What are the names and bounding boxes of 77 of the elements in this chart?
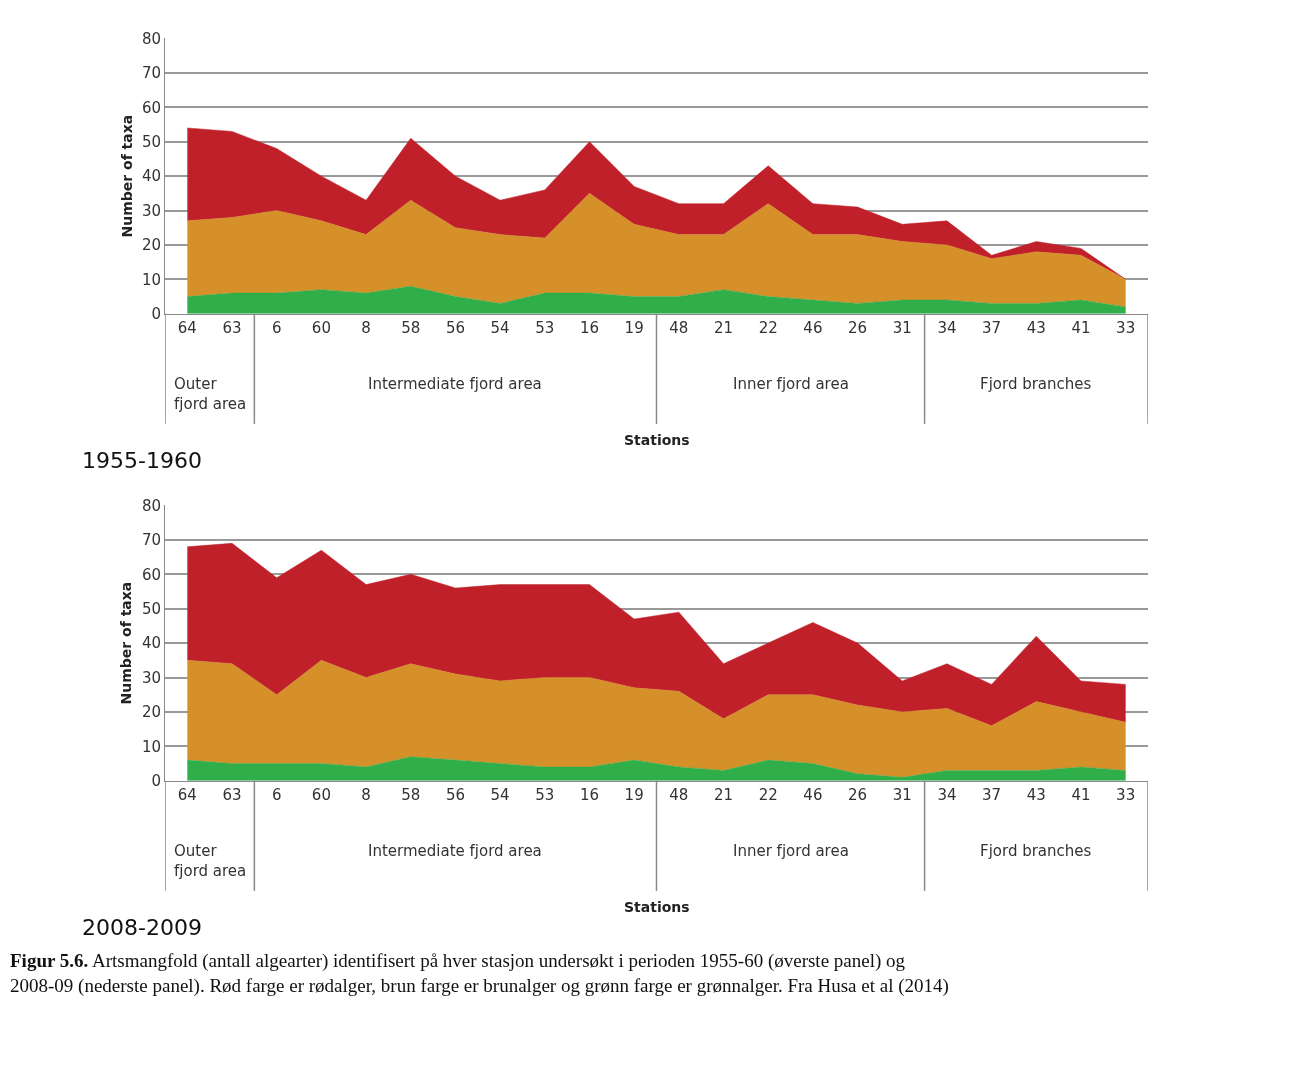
y-tick-label: 60 bbox=[141, 98, 161, 117]
x-tick-label: 21 bbox=[713, 785, 734, 804]
x-tick-label: 46 bbox=[803, 318, 823, 337]
x-tick-label: 54 bbox=[490, 318, 510, 337]
y-tick-label: 50 bbox=[141, 599, 161, 618]
x-tick-label: 16 bbox=[579, 318, 600, 337]
x-tick-label: 58 bbox=[401, 318, 421, 337]
x-tick-label: 34 bbox=[937, 785, 957, 804]
x-tick-label: 58 bbox=[401, 785, 421, 804]
x-tick-label: 26 bbox=[848, 785, 868, 804]
text: Intermediate fjord area bbox=[368, 842, 542, 860]
text: Figur 5.6. Artsmangfold (antall algearter) identifisert på hver stasjon undersøkt i perioden 1955-60 (øverste panel) og 2008-09 (nederste panel). Rød farge er rødalger, brun farge er brunalger og grønn farge er grønnalger. Fra Husa et al (2014) bbox=[10, 950, 949, 997]
text: 2008-2009 bbox=[82, 915, 202, 940]
x-tick-label: 19 bbox=[624, 785, 644, 804]
x-tick-label: 56 bbox=[445, 785, 465, 804]
x-tick-label: 53 bbox=[535, 318, 555, 337]
x-tick-label: 21 bbox=[713, 318, 734, 337]
x-tick-label: 33 bbox=[1116, 318, 1136, 337]
x-tick-label: 60 bbox=[311, 318, 331, 337]
text: Fjord branches bbox=[980, 842, 1092, 860]
y-tick-label: 0 bbox=[151, 771, 161, 790]
y-tick-label: 30 bbox=[141, 668, 161, 687]
x-tick-label: 34 bbox=[937, 318, 957, 337]
y-tick-label: 70 bbox=[141, 64, 161, 83]
x-axis-title: Stations bbox=[624, 432, 690, 448]
x-tick-label: 8 bbox=[361, 318, 371, 337]
y-tick-label: 60 bbox=[141, 565, 161, 584]
x-tick-label: 63 bbox=[222, 318, 242, 337]
x-tick-label: 43 bbox=[1026, 785, 1046, 804]
x-tick-label: 46 bbox=[803, 785, 823, 804]
y-tick-label: 80 bbox=[141, 496, 161, 515]
y-tick-label: 30 bbox=[141, 201, 161, 220]
x-tick-label: 48 bbox=[669, 318, 689, 337]
x-tick-label: 64 bbox=[177, 318, 197, 337]
y-tick-label: 20 bbox=[141, 703, 161, 722]
y-tick-label: 10 bbox=[141, 737, 161, 756]
x-tick-label: 8 bbox=[361, 785, 371, 804]
x-tick-label: 22 bbox=[758, 318, 778, 337]
y-axis-title: Number of taxa bbox=[118, 581, 135, 705]
y-axis-title: Number of taxa bbox=[118, 114, 135, 238]
x-tick-label: 60 bbox=[311, 785, 331, 804]
y-tick-label: 50 bbox=[141, 132, 161, 151]
x-tick-label: 41 bbox=[1071, 318, 1091, 337]
text: Intermediate fjord area bbox=[368, 375, 542, 393]
y-tick-label: 20 bbox=[141, 236, 161, 255]
y-tick-label: 10 bbox=[141, 270, 161, 289]
text: Outer fjord area bbox=[174, 375, 247, 413]
y-tick-label: 40 bbox=[141, 167, 161, 186]
x-tick-label: 22 bbox=[758, 785, 778, 804]
x-tick-label: 43 bbox=[1026, 318, 1046, 337]
x-tick-label: 33 bbox=[1116, 785, 1136, 804]
x-tick-label: 53 bbox=[535, 785, 555, 804]
text: Inner fjord area bbox=[733, 842, 849, 860]
y-tick-label: 70 bbox=[141, 531, 161, 550]
text: Fjord branches bbox=[980, 375, 1092, 393]
x-tick-label: 6 bbox=[271, 785, 282, 804]
y-tick-label: 40 bbox=[141, 634, 161, 653]
text: 1955-1960 bbox=[82, 448, 202, 473]
x-tick-label: 37 bbox=[982, 785, 1002, 804]
x-tick-label: 63 bbox=[222, 785, 242, 804]
x-tick-label: 6 bbox=[271, 318, 282, 337]
x-tick-label: 48 bbox=[669, 785, 689, 804]
y-tick-label: 80 bbox=[141, 29, 161, 48]
x-axis-title: Stations bbox=[624, 899, 690, 915]
x-tick-label: 31 bbox=[892, 785, 912, 804]
x-tick-label: 26 bbox=[848, 318, 868, 337]
x-tick-label: 64 bbox=[177, 785, 197, 804]
x-tick-label: 31 bbox=[892, 318, 912, 337]
x-tick-label: 41 bbox=[1071, 785, 1091, 804]
text: Inner fjord area bbox=[733, 375, 849, 393]
x-tick-label: 54 bbox=[490, 785, 510, 804]
x-tick-label: 56 bbox=[445, 318, 465, 337]
x-tick-label: 16 bbox=[579, 785, 600, 804]
text: Outer fjord area bbox=[174, 842, 247, 880]
y-tick-label: 0 bbox=[151, 305, 161, 324]
x-tick-label: 19 bbox=[624, 318, 644, 337]
x-tick-label: 37 bbox=[982, 318, 1002, 337]
